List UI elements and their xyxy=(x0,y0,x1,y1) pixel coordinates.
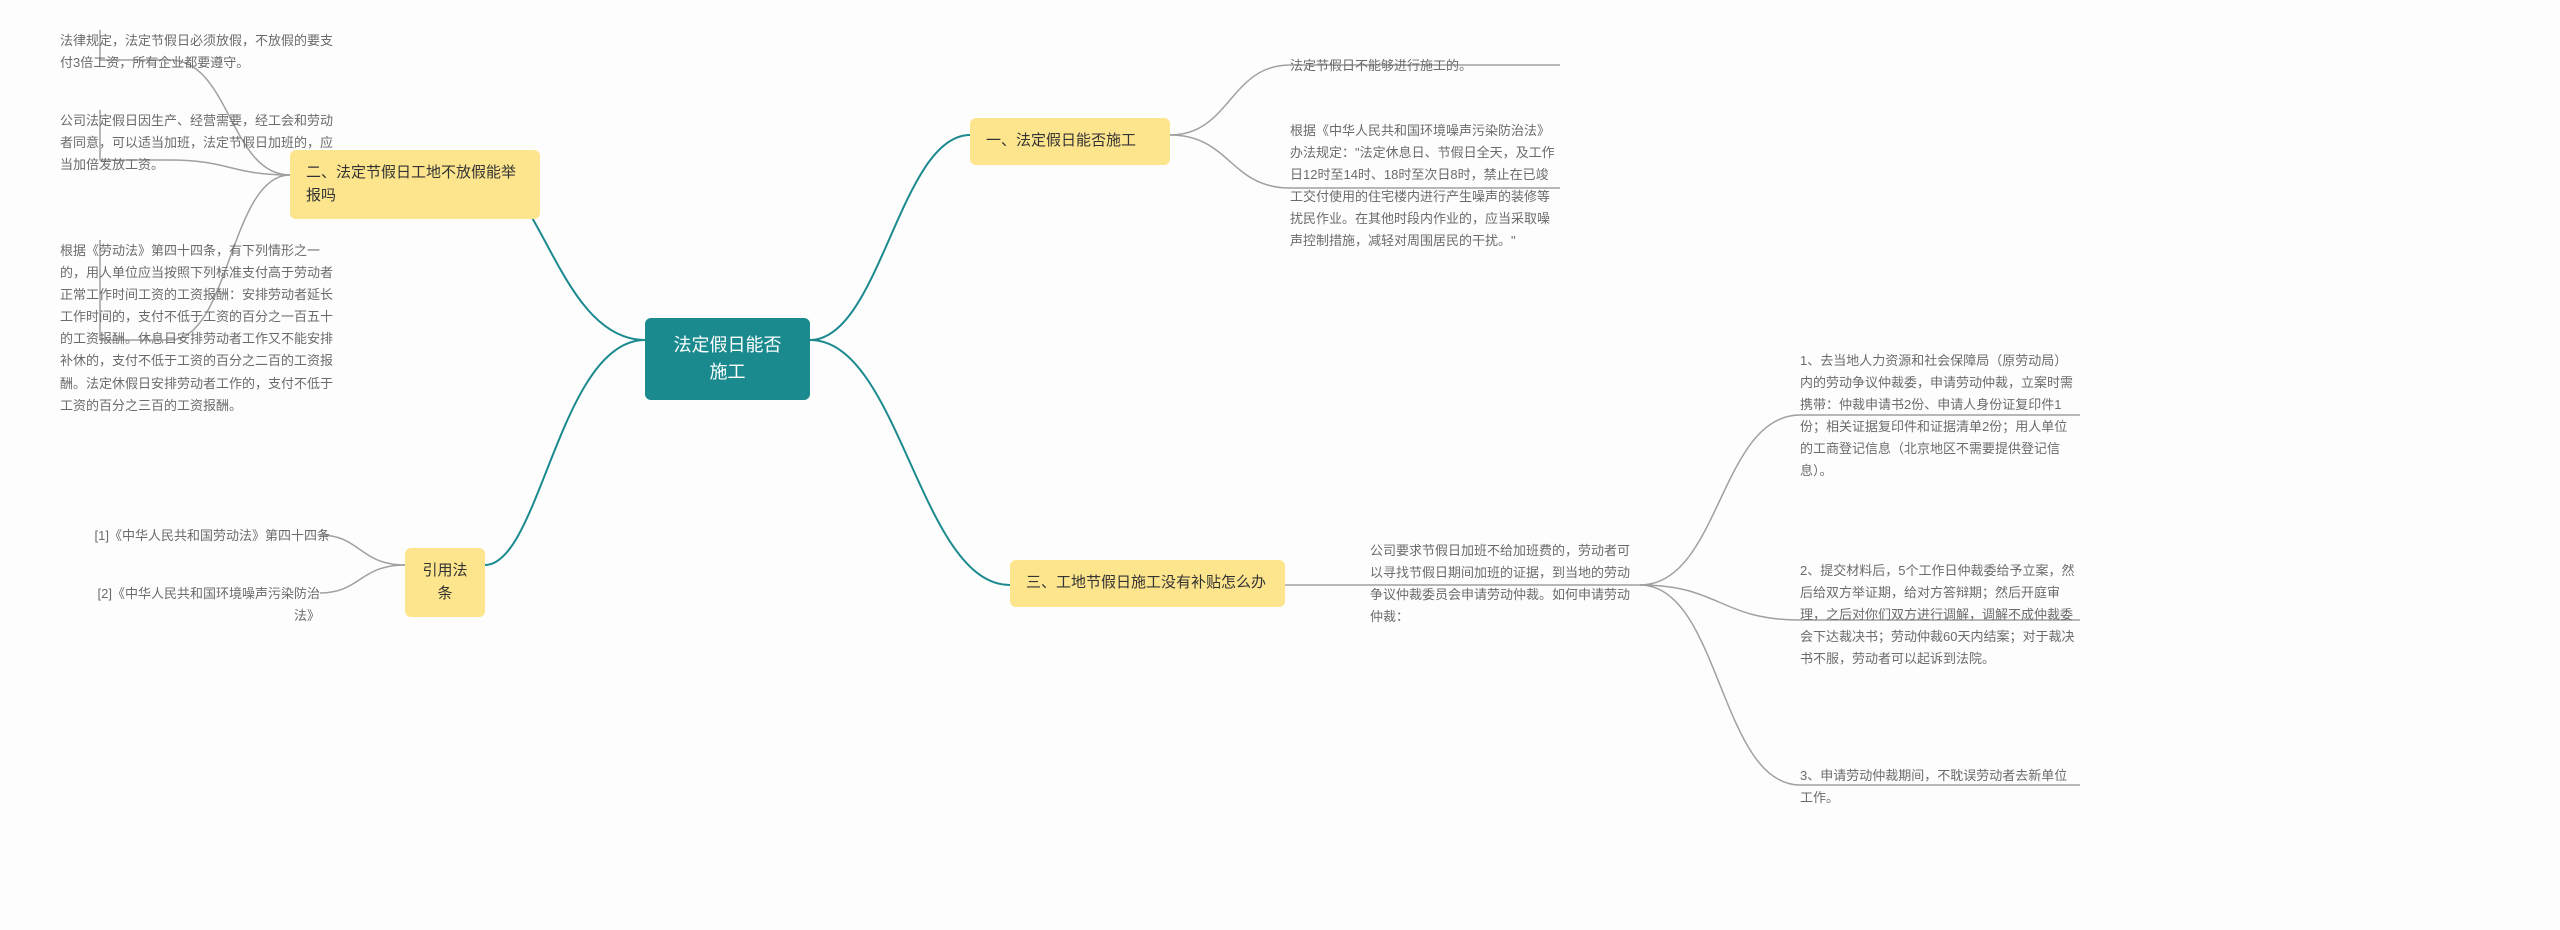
leaf-section3-1: 1、去当地人力资源和社会保障局（原劳动局）内的劳动争议仲裁委，申请劳动仲裁，立案… xyxy=(1800,350,2080,483)
branch-refs[interactable]: 引用法条 xyxy=(405,548,485,617)
root-label: 法定假日能否施工 xyxy=(674,335,782,382)
section3-title: 三、工地节假日施工没有补贴怎么办 xyxy=(1026,574,1266,591)
leaf-section3-2: 2、提交材料后，5个工作日仲裁委给予立案，然后给双方举证期，给对方答辩期；然后开… xyxy=(1800,560,2080,670)
leaf-section2-3: 根据《劳动法》第四十四条，有下列情形之一的，用人单位应当按照下列标准支付高于劳动… xyxy=(60,240,335,417)
leaf-section1-2: 根据《中华人民共和国环境噪声污染防治法》办法规定："法定休息日、节假日全天，及工… xyxy=(1290,120,1560,253)
connectors-layer xyxy=(0,0,2560,930)
section2-title: 二、法定节假日工地不放假能举报吗 xyxy=(306,164,516,204)
leaf-section2-2: 公司法定假日因生产、经营需要，经工会和劳动者同意，可以适当加班，法定节假日加班的… xyxy=(60,110,335,176)
leaf-section3-intro: 公司要求节假日加班不给加班费的，劳动者可以寻找节假日期间加班的证据，到当地的劳动… xyxy=(1370,540,1640,628)
refs-title: 引用法条 xyxy=(422,562,467,602)
branch-section3[interactable]: 三、工地节假日施工没有补贴怎么办 xyxy=(1010,560,1285,607)
leaf-refs-2: [2]《中华人民共和国环境噪声污染防治法》 xyxy=(80,583,320,627)
leaf-section2-1: 法律规定，法定节假日必须放假，不放假的要支付3倍工资，所有企业都要遵守。 xyxy=(60,30,335,74)
section1-title: 一、法定假日能否施工 xyxy=(986,132,1136,149)
root-node[interactable]: 法定假日能否施工 xyxy=(645,318,810,400)
leaf-refs-1: [1]《中华人民共和国劳动法》第四十四条 xyxy=(90,525,330,547)
branch-section1[interactable]: 一、法定假日能否施工 xyxy=(970,118,1170,165)
leaf-section1-1: 法定节假日不能够进行施工的。 xyxy=(1290,55,1560,77)
leaf-section3-3: 3、申请劳动仲裁期间，不耽误劳动者去新单位工作。 xyxy=(1800,765,2080,809)
